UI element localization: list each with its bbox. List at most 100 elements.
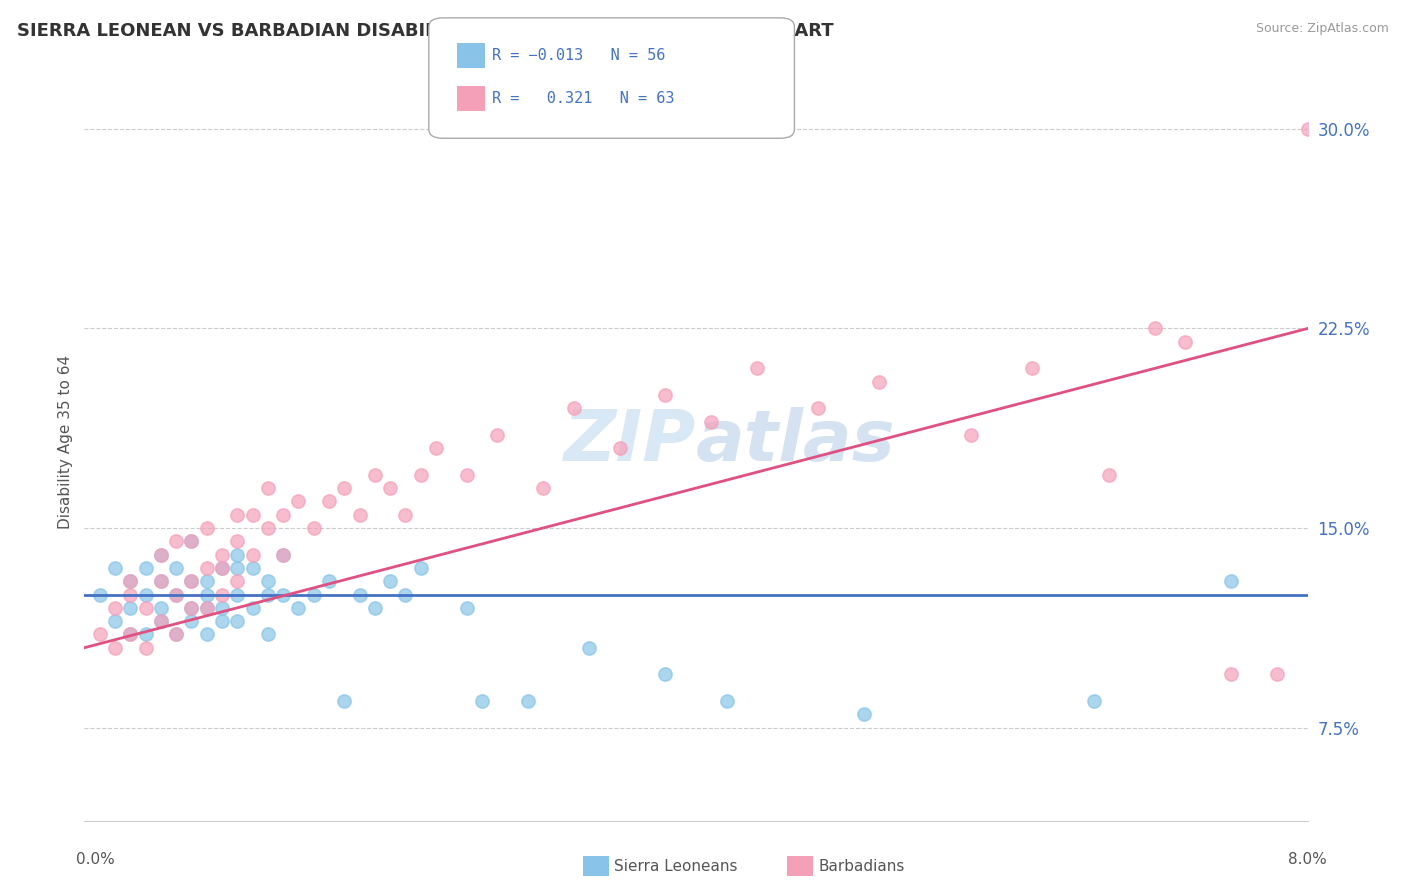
Point: [257, 627, 280, 641]
Point: [104, 614, 127, 628]
Point: [120, 600, 142, 615]
Point: [195, 587, 218, 601]
Point: [349, 587, 371, 601]
Point: [287, 494, 309, 508]
Point: [149, 614, 172, 628]
Point: [471, 694, 494, 708]
Point: [1021, 361, 1043, 376]
Point: [380, 481, 402, 495]
Point: [242, 508, 264, 522]
Point: [165, 534, 187, 549]
Point: [211, 561, 233, 575]
Point: [135, 627, 157, 641]
Point: [1403, 334, 1406, 349]
Point: [135, 561, 157, 575]
Point: [195, 574, 218, 589]
Text: ZIP: ZIP: [564, 407, 696, 476]
Point: [302, 521, 325, 535]
Point: [1265, 667, 1288, 681]
Text: Sierra Leoneans: Sierra Leoneans: [614, 859, 738, 873]
Point: [120, 587, 142, 601]
Point: [165, 587, 187, 601]
Point: [165, 587, 187, 601]
Point: [226, 508, 249, 522]
Point: [211, 548, 233, 562]
Text: R = −0.013   N = 56: R = −0.013 N = 56: [492, 48, 665, 62]
Point: [195, 521, 218, 535]
Point: [120, 574, 142, 589]
Point: [700, 415, 723, 429]
Point: [242, 548, 264, 562]
Point: [333, 481, 356, 495]
Point: [578, 640, 600, 655]
Text: SIERRA LEONEAN VS BARBADIAN DISABILITY AGE 35 TO 64 CORRELATION CHART: SIERRA LEONEAN VS BARBADIAN DISABILITY A…: [17, 22, 834, 40]
Point: [456, 600, 478, 615]
Point: [807, 401, 830, 416]
Point: [654, 388, 676, 402]
Point: [135, 600, 157, 615]
Point: [180, 600, 202, 615]
Point: [195, 561, 218, 575]
Point: [165, 627, 187, 641]
Point: [562, 401, 585, 416]
Point: [287, 600, 309, 615]
Point: [747, 361, 769, 376]
Point: [1174, 334, 1197, 349]
Point: [149, 574, 172, 589]
Point: [226, 548, 249, 562]
Point: [716, 694, 738, 708]
Point: [425, 441, 447, 455]
Point: [104, 640, 127, 655]
Point: [364, 600, 387, 615]
Point: [120, 627, 142, 641]
Point: [257, 521, 280, 535]
Point: [226, 561, 249, 575]
Point: [135, 587, 157, 601]
Text: 8.0%: 8.0%: [1288, 852, 1327, 867]
Point: [1098, 467, 1121, 482]
Point: [349, 508, 371, 522]
Point: [394, 587, 416, 601]
Point: [180, 574, 202, 589]
Point: [654, 667, 676, 681]
Point: [211, 600, 233, 615]
Y-axis label: Disability Age 35 to 64: Disability Age 35 to 64: [58, 354, 73, 529]
Point: [409, 561, 432, 575]
Point: [960, 428, 983, 442]
Point: [226, 574, 249, 589]
Point: [89, 627, 111, 641]
Point: [226, 534, 249, 549]
Point: [104, 600, 127, 615]
Point: [180, 534, 202, 549]
Point: [1143, 321, 1166, 335]
Point: [195, 600, 218, 615]
Point: [165, 627, 187, 641]
Point: [409, 467, 432, 482]
Point: [226, 587, 249, 601]
Point: [149, 548, 172, 562]
Point: [120, 574, 142, 589]
Point: [1343, 348, 1365, 362]
Text: R =   0.321   N = 63: R = 0.321 N = 63: [492, 91, 675, 105]
Point: [180, 534, 202, 549]
Point: [1220, 667, 1243, 681]
Point: [195, 627, 218, 641]
Point: [1220, 574, 1243, 589]
Text: Source: ZipAtlas.com: Source: ZipAtlas.com: [1256, 22, 1389, 36]
Point: [853, 707, 876, 722]
Point: [531, 481, 554, 495]
Point: [333, 694, 356, 708]
Point: [257, 587, 280, 601]
Point: [211, 614, 233, 628]
Point: [302, 587, 325, 601]
Point: [516, 694, 538, 708]
Point: [456, 467, 478, 482]
Point: [609, 441, 631, 455]
Text: Barbadians: Barbadians: [818, 859, 904, 873]
Point: [135, 640, 157, 655]
Point: [211, 561, 233, 575]
Point: [869, 375, 891, 389]
Point: [149, 548, 172, 562]
Point: [1083, 694, 1105, 708]
Point: [242, 561, 264, 575]
